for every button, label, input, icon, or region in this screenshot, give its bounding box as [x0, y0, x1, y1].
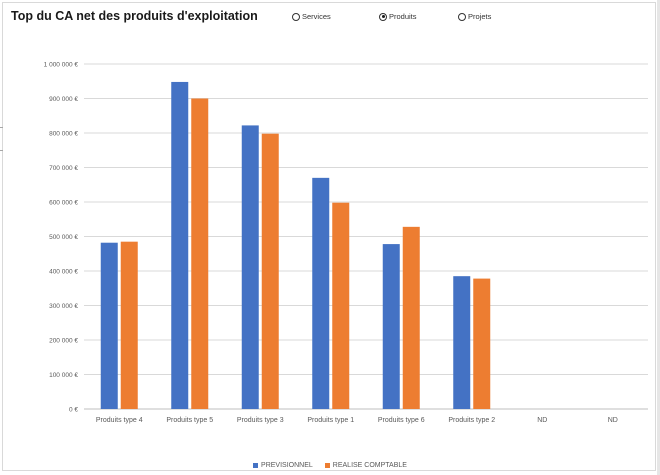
x-tick-label: Produits type 6: [378, 417, 425, 424]
bar-previsionnel: [171, 81, 189, 409]
x-tick-label: ND: [608, 417, 618, 424]
y-tick-label: 600 000 €: [49, 200, 78, 207]
y-tick-label: 300 000 €: [49, 303, 78, 310]
radio-label-projets: Projets: [468, 12, 492, 21]
radio-label-services: Services: [302, 12, 331, 21]
radio-projets[interactable]: Projets: [458, 12, 491, 21]
radio-services[interactable]: Services: [292, 12, 331, 21]
bar-realise-comptable: [402, 226, 420, 409]
x-tick-label: Produits type 2: [448, 417, 495, 424]
y-tick-label: 700 000 €: [49, 165, 78, 172]
radio-circle-icon[interactable]: [292, 12, 300, 21]
radio-circle-icon[interactable]: [458, 12, 466, 21]
chart-legend: PREVISIONNEL REALISE COMPTABLE: [0, 459, 660, 471]
bar-previsionnel: [453, 276, 471, 409]
bar-realise-comptable: [473, 278, 491, 409]
legend-label: REALISE COMPTABLE: [332, 461, 407, 469]
y-tick-label: 100 000 €: [49, 372, 78, 379]
legend-item-previsionnel: PREVISIONNEL: [253, 459, 313, 471]
panel-edge-marker: [0, 127, 3, 151]
y-tick-label: 400 000 €: [49, 269, 78, 276]
legend-swatch: [253, 462, 259, 468]
radio-label-produits: Produits: [389, 12, 417, 21]
y-tick-label: 0 €: [69, 407, 78, 414]
legend-swatch: [324, 462, 330, 468]
bar-realise-comptable: [191, 98, 209, 409]
chart-title: Top du CA net des produits d'exploitatio…: [11, 9, 258, 23]
bar-realise-comptable: [332, 202, 350, 409]
y-tick-label: 800 000 €: [49, 131, 78, 138]
bar-realise-comptable: [261, 133, 279, 409]
y-tick-label: 500 000 €: [49, 234, 78, 241]
bar-previsionnel: [382, 244, 400, 409]
y-tick-label: 200 000 €: [49, 338, 78, 345]
x-tick-label: Produits type 1: [307, 417, 354, 424]
bar-previsionnel: [312, 177, 330, 409]
y-tick-label: 1 000 000 €: [44, 62, 79, 69]
scrollbar-edge: [657, 0, 660, 475]
x-tick-label: Produits type 4: [96, 417, 143, 424]
y-tick-label: 900 000 €: [49, 96, 78, 103]
radio-checked-icon[interactable]: [379, 12, 387, 21]
bar-previsionnel: [241, 125, 259, 409]
x-tick-label: Produits type 5: [166, 417, 213, 424]
x-tick-label: Produits type 3: [237, 417, 284, 424]
legend-label: PREVISIONNEL: [261, 461, 313, 469]
legend-item-realise-comptable: REALISE COMPTABLE: [324, 459, 407, 471]
x-tick-label: ND: [537, 417, 547, 424]
radio-produits[interactable]: Produits: [379, 12, 417, 21]
bar-realise-comptable: [120, 241, 138, 409]
bar-previsionnel: [100, 242, 118, 409]
